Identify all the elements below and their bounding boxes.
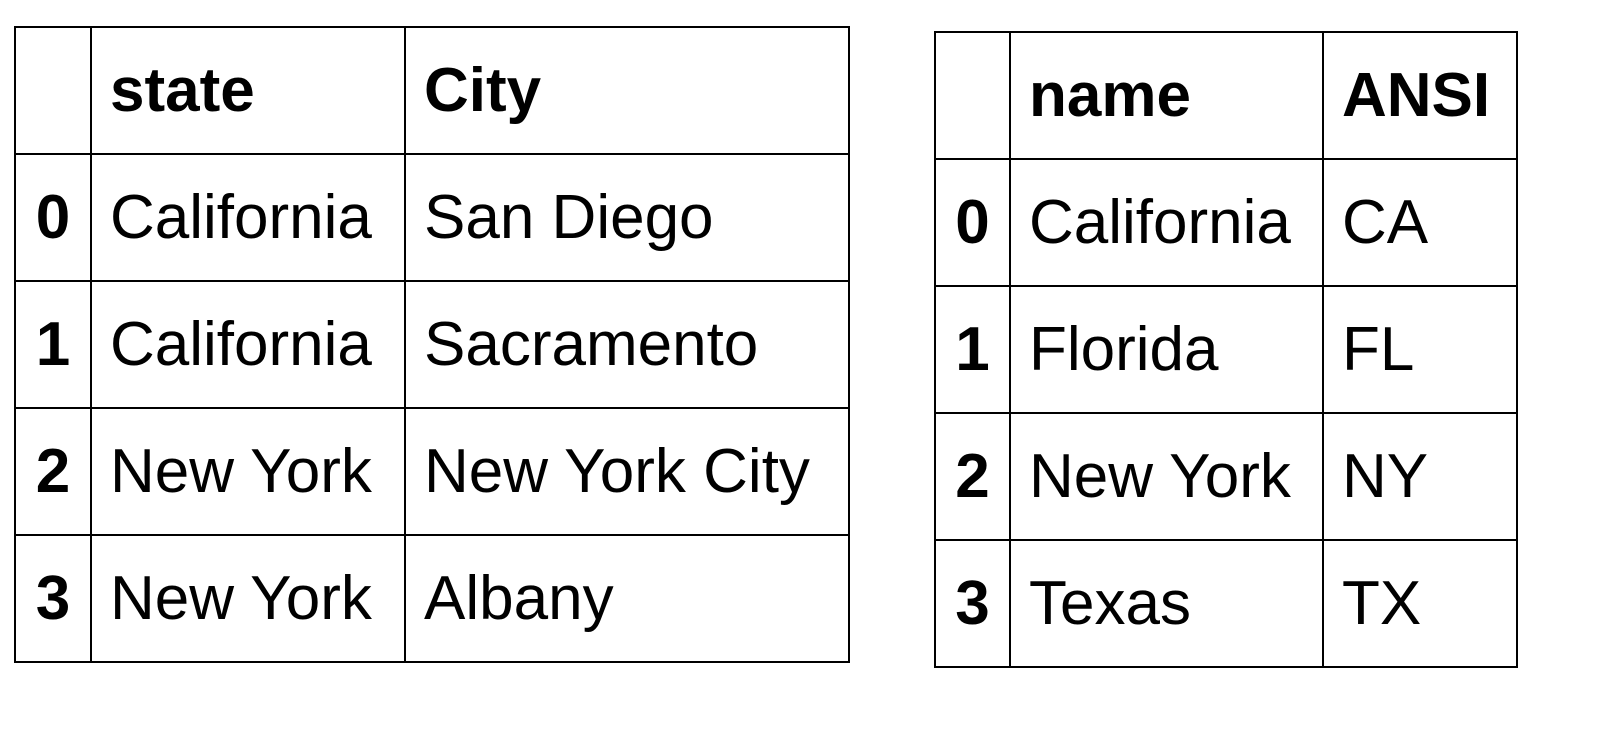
table-cell: New York	[90, 534, 406, 663]
row-index: 3	[934, 539, 1011, 668]
index-header-cell	[934, 31, 1011, 160]
table-cell: CA	[1322, 158, 1518, 287]
column-header-city: City	[404, 26, 850, 155]
table-cell: New York	[1009, 412, 1324, 541]
table-cell: New York City	[404, 407, 850, 536]
table-cell: NY	[1322, 412, 1518, 541]
table-row: 2 New York New York City	[14, 407, 850, 536]
column-header-name: name	[1009, 31, 1324, 160]
column-header-state: state	[90, 26, 406, 155]
header-row: state City	[14, 26, 850, 155]
table-cell: Sacramento	[404, 280, 850, 409]
row-index: 1	[14, 280, 92, 409]
table-cell: Florida	[1009, 285, 1324, 414]
table-row: 0 California CA	[934, 158, 1518, 287]
row-index: 0	[934, 158, 1011, 287]
table-row: 3 New York Albany	[14, 534, 850, 663]
header-row: name ANSI	[934, 31, 1518, 160]
dataframe-table-left: state City 0 California San Diego 1 Cali…	[14, 26, 850, 663]
table-cell: New York	[90, 407, 406, 536]
table-cell: Albany	[404, 534, 850, 663]
row-index: 2	[934, 412, 1011, 541]
table-cell: FL	[1322, 285, 1518, 414]
table-cell: California	[90, 280, 406, 409]
table-cell: California	[90, 153, 406, 282]
table-cell: California	[1009, 158, 1324, 287]
column-header-ansi: ANSI	[1322, 31, 1518, 160]
table-cell: San Diego	[404, 153, 850, 282]
table-row: 0 California San Diego	[14, 153, 850, 282]
index-header-cell	[14, 26, 92, 155]
table-row: 1 California Sacramento	[14, 280, 850, 409]
table-row: 1 Florida FL	[934, 285, 1518, 414]
dataframe-table-right: name ANSI 0 California CA 1 Florida FL 2…	[934, 31, 1518, 668]
row-index: 3	[14, 534, 92, 663]
table-row: 2 New York NY	[934, 412, 1518, 541]
row-index: 2	[14, 407, 92, 536]
table-row: 3 Texas TX	[934, 539, 1518, 668]
row-index: 1	[934, 285, 1011, 414]
table-cell: TX	[1322, 539, 1518, 668]
table-cell: Texas	[1009, 539, 1324, 668]
row-index: 0	[14, 153, 92, 282]
